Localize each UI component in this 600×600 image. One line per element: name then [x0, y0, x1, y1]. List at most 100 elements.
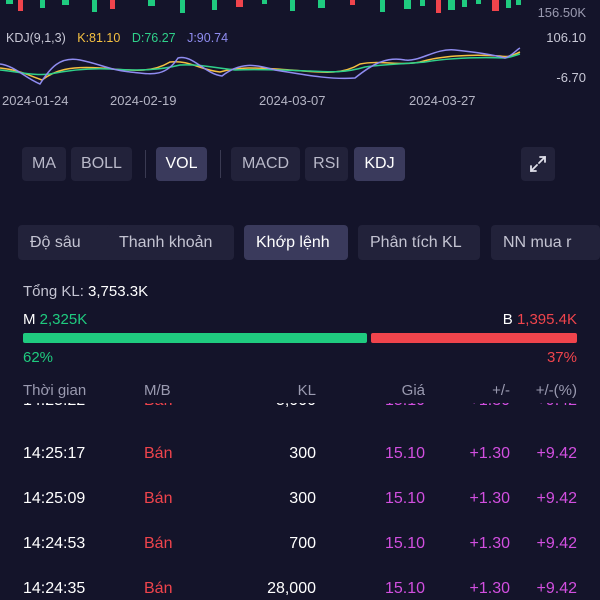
- col-header-side[interactable]: M/B: [144, 382, 171, 399]
- row-change: +1.30: [470, 403, 510, 411]
- sell-volume-value: 1,395.4K: [516, 311, 577, 328]
- volume-bar: [436, 0, 441, 13]
- row-volume: 700: [289, 535, 316, 552]
- row-time: 14:24:35: [23, 580, 86, 597]
- kdj-d-line: [0, 53, 521, 76]
- expand-chart-button[interactable]: [521, 147, 555, 181]
- indicator-macd-button[interactable]: MACD: [231, 147, 300, 181]
- volume-bar: [462, 0, 467, 7]
- table-row[interactable]: 14:24:35 Bán 28,000 15.10 +1.30 +9.42: [0, 579, 600, 600]
- row-volume: 5,000: [276, 403, 316, 411]
- row-side: Bán: [144, 445, 173, 462]
- sell-volume: B 1,395.4K: [503, 311, 577, 328]
- trade-list[interactable]: 14:25:22 Bán 5,000 15.10 +1.30 +9.42 14:…: [0, 403, 600, 600]
- volume-bar: [180, 0, 185, 13]
- row-time: 14:25:22: [23, 403, 85, 411]
- col-header-price[interactable]: Giá: [401, 382, 425, 399]
- volume-bar: [92, 0, 97, 12]
- volume-bar: [448, 0, 455, 10]
- volume-bar: [380, 0, 385, 12]
- table-row[interactable]: 14:25:22 Bán 5,000 15.10 +1.30 +9.42: [0, 403, 600, 436]
- kdj-lines: [0, 47, 521, 85]
- volume-bar: [148, 0, 155, 6]
- indicator-divider: [220, 150, 221, 178]
- volume-bar: [62, 0, 69, 5]
- row-price: 15.10: [384, 580, 425, 597]
- row-time: 14:25:09: [23, 490, 86, 507]
- row-side: Bán: [144, 535, 173, 552]
- row-volume: 300: [289, 445, 316, 462]
- date-tick-2: 2024-02-19: [110, 93, 177, 108]
- date-tick-4: 2024-03-27: [409, 93, 476, 108]
- tab-phan-tich-kl[interactable]: Phân tích KL: [358, 225, 480, 260]
- col-header-change-pct[interactable]: +/-(%): [535, 382, 577, 399]
- row-change: +1.30: [469, 490, 510, 507]
- row-price: 15.10: [384, 490, 425, 507]
- volume-bar: [18, 0, 23, 11]
- buy-percent: 62%: [23, 349, 54, 366]
- sell-ratio-bar: [371, 333, 577, 343]
- volume-bar: [212, 0, 217, 10]
- buy-ratio-bar: [23, 333, 367, 343]
- tab-khop-lenh[interactable]: Khớp lệnh: [244, 225, 348, 260]
- tab-do-sau[interactable]: Độ sâu: [18, 225, 121, 260]
- kdj-d-value: D:76.27: [131, 31, 176, 45]
- row-price: 15.10: [384, 445, 425, 462]
- row-side: Bán: [144, 403, 172, 411]
- date-tick-1: 2024-01-24: [2, 93, 69, 108]
- row-change: +1.30: [469, 445, 510, 462]
- volume-bar: [350, 0, 355, 5]
- expand-icon: [530, 156, 546, 172]
- volume-bar: [40, 0, 45, 8]
- indicator-vol-button[interactable]: VOL: [156, 147, 207, 181]
- volume-bar: [290, 0, 295, 11]
- volume-bar: [404, 0, 411, 9]
- sell-label: B: [502, 311, 513, 328]
- kdj-k-line: [0, 51, 521, 81]
- row-price: 15.10: [385, 403, 425, 411]
- kdj-axis-max: 106.10: [546, 30, 586, 45]
- col-header-time[interactable]: Thời gian: [23, 382, 87, 399]
- volume-bar: [110, 0, 115, 9]
- indicator-rsi-button[interactable]: RSI: [305, 147, 348, 181]
- indicator-kdj-button[interactable]: KDJ: [354, 147, 405, 181]
- kdj-j-value: J:90.74: [187, 31, 229, 45]
- tab-thanh-khoan[interactable]: Thanh khoản: [107, 225, 234, 260]
- row-side: Bán: [144, 580, 173, 597]
- col-header-change[interactable]: +/-: [492, 382, 510, 399]
- total-volume: Tổng KL: 3,753.3K: [23, 283, 148, 300]
- kdj-legend: KDJ(9,1,3) K:81.10 D:76.27 J:90.74: [6, 31, 236, 45]
- volume-bar: [262, 0, 267, 4]
- row-volume: 28,000: [267, 580, 316, 597]
- indicator-divider: [145, 150, 146, 178]
- kdj-label: KDJ(9,1,3): [6, 31, 66, 45]
- volume-bar: [476, 0, 481, 4]
- table-row[interactable]: 14:25:09 Bán 300 15.10 +1.30 +9.42: [0, 489, 600, 534]
- kdj-k-value: K:81.10: [77, 31, 121, 45]
- volume-bars: [6, 0, 521, 13]
- volume-bar: [492, 0, 499, 11]
- row-change-pct: +9.42: [536, 445, 577, 462]
- sell-percent: 37%: [546, 349, 577, 366]
- row-time: 14:25:17: [23, 445, 86, 462]
- row-change-pct: +9.42: [536, 535, 577, 552]
- total-volume-label: Tổng KL:: [23, 283, 84, 300]
- col-header-volume[interactable]: KL: [297, 382, 316, 399]
- table-row[interactable]: 14:24:53 Bán 700 15.10 +1.30 +9.42: [0, 534, 600, 579]
- kdj-j-line: [0, 47, 521, 85]
- table-row[interactable]: 14:25:17 Bán 300 15.10 +1.30 +9.42: [0, 444, 600, 489]
- kdj-axis-min: -6.70: [556, 70, 586, 85]
- buy-volume: M 2,325K: [23, 311, 87, 328]
- indicator-ma-button[interactable]: MA: [22, 147, 66, 181]
- buy-label: M: [23, 311, 36, 328]
- volume-bar: [6, 0, 13, 4]
- tab-nn-mua-ra[interactable]: NN mua r: [491, 225, 600, 260]
- buy-volume-value: 2,325K: [39, 311, 88, 328]
- row-change-pct: +9.42: [536, 490, 577, 507]
- volume-bar: [516, 0, 521, 5]
- row-change-pct: +9.42: [537, 403, 577, 411]
- row-change: +1.30: [469, 535, 510, 552]
- price-chart[interactable]: 156.50K KDJ(9,1,3) K:81.10 D:76.27 J:90.…: [0, 0, 600, 110]
- row-volume: 300: [289, 490, 316, 507]
- indicator-boll-button[interactable]: BOLL: [71, 147, 132, 181]
